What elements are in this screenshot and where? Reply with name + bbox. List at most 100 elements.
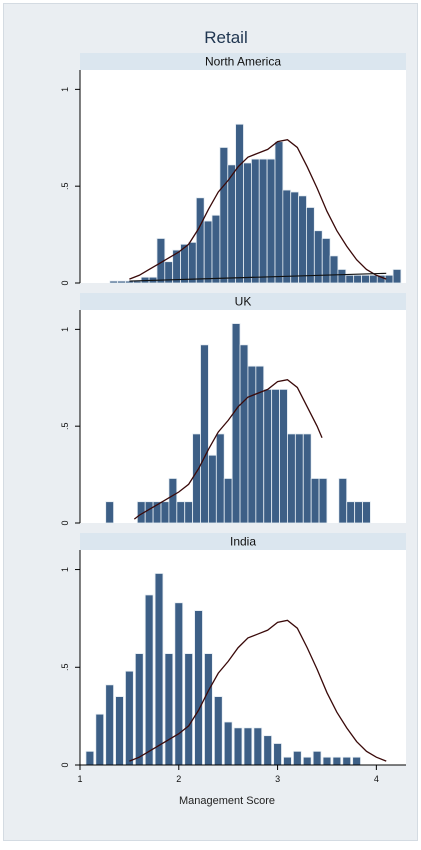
histogram-bar bbox=[223, 721, 233, 766]
plot-area bbox=[80, 550, 406, 765]
histogram-bar bbox=[384, 274, 394, 284]
y-tick-label: 0 bbox=[60, 762, 70, 767]
histogram-bar bbox=[144, 501, 154, 524]
histogram-bar bbox=[392, 269, 402, 284]
histogram-bar bbox=[219, 147, 229, 284]
histogram-bar bbox=[361, 274, 370, 284]
histogram-bar bbox=[263, 735, 273, 766]
histogram-bar bbox=[345, 274, 355, 284]
histogram-bar bbox=[251, 158, 260, 284]
chart-title: Retail bbox=[204, 28, 247, 47]
histogram-bar bbox=[312, 750, 322, 766]
histogram-bar bbox=[346, 501, 356, 524]
histogram-bar bbox=[164, 653, 174, 766]
histogram-bar bbox=[279, 388, 288, 524]
histogram-bar bbox=[273, 743, 282, 766]
histogram-bar bbox=[223, 478, 233, 524]
histogram-bar bbox=[243, 162, 252, 284]
x-tick-label: 1 bbox=[77, 774, 82, 784]
histogram-bar bbox=[95, 713, 105, 766]
histogram-bar bbox=[227, 164, 237, 284]
histogram-bar bbox=[203, 220, 213, 284]
trend-line bbox=[129, 272, 387, 282]
x-axis-label: Management Score bbox=[179, 795, 275, 807]
histogram-bar bbox=[337, 269, 347, 284]
histogram-bar bbox=[290, 191, 300, 284]
histogram-bar bbox=[184, 501, 193, 524]
histogram-bar bbox=[115, 696, 124, 766]
outer-border-line bbox=[3, 3, 418, 841]
histogram-bar bbox=[302, 756, 312, 766]
histogram-bar bbox=[342, 756, 352, 766]
histogram-bar bbox=[231, 323, 241, 524]
histogram-bar bbox=[292, 750, 302, 766]
panel-header-label: UK bbox=[235, 295, 252, 309]
histogram-bar bbox=[362, 501, 371, 524]
histogram-bar bbox=[176, 501, 186, 524]
panel-header-label: North America bbox=[205, 55, 281, 69]
histogram-bar bbox=[134, 653, 144, 766]
histogram-bar bbox=[204, 653, 213, 766]
histogram-bar bbox=[208, 454, 217, 524]
panel-header bbox=[80, 53, 406, 70]
panels-group: North America 0 .5 1 UK 0 .5 1 India 0 .5 1 1 2 3 4 bbox=[60, 53, 406, 784]
y-tick-label: .5 bbox=[60, 664, 70, 672]
histogram-bar bbox=[144, 594, 154, 766]
histogram-bar bbox=[194, 610, 203, 766]
histogram-bar bbox=[266, 158, 276, 284]
histogram-bar bbox=[192, 433, 201, 524]
histogram-bar bbox=[282, 189, 292, 284]
histogram-bar bbox=[85, 750, 95, 766]
histogram-bar bbox=[263, 388, 273, 524]
histogram-bar bbox=[117, 280, 126, 284]
histogram-bar bbox=[200, 344, 209, 524]
histogram-bar bbox=[322, 756, 332, 766]
histogram-bar bbox=[243, 727, 253, 766]
histogram-bar bbox=[352, 756, 361, 766]
histogram-bar bbox=[283, 756, 292, 766]
histogram-bar bbox=[105, 684, 114, 766]
histogram-bar bbox=[211, 214, 221, 284]
y-tick-label: 0 bbox=[60, 520, 70, 525]
histogram-bar bbox=[271, 388, 280, 524]
histogram-bar bbox=[154, 573, 164, 766]
histogram-bar bbox=[287, 433, 296, 524]
kde-line bbox=[133, 379, 323, 520]
histogram-bar bbox=[239, 344, 249, 524]
histogram-bar bbox=[215, 433, 225, 524]
histogram-bar bbox=[160, 501, 170, 524]
histogram-bar bbox=[302, 433, 312, 524]
histogram-bar bbox=[255, 365, 265, 524]
y-tick-label: .5 bbox=[60, 182, 70, 190]
y-tick-label: 1 bbox=[60, 87, 70, 92]
histogram-bar bbox=[258, 158, 268, 284]
histogram-bar bbox=[233, 727, 243, 766]
histogram-bar bbox=[105, 501, 114, 524]
panel-header bbox=[80, 293, 406, 310]
panel-header bbox=[80, 533, 406, 550]
kde-line bbox=[129, 619, 387, 762]
histogram-bar bbox=[109, 280, 119, 284]
y-tick-label: 1 bbox=[60, 327, 70, 332]
x-tick-label: 2 bbox=[176, 774, 181, 784]
kde-line bbox=[129, 139, 387, 280]
histogram-bar bbox=[187, 241, 197, 284]
histogram-bar bbox=[329, 255, 339, 284]
panel-header-label: India bbox=[230, 535, 256, 549]
histogram-bar bbox=[195, 197, 205, 284]
histogram-bar bbox=[235, 123, 244, 284]
histogram-bar bbox=[247, 365, 257, 524]
histogram-bar bbox=[310, 478, 320, 524]
histogram-bar bbox=[321, 238, 331, 284]
histogram-bar bbox=[274, 141, 284, 284]
histogram-bar bbox=[332, 756, 342, 766]
histogram-bar bbox=[353, 274, 362, 284]
histogram-bar bbox=[338, 478, 348, 524]
histogram-bar bbox=[298, 195, 307, 284]
x-tick-label: 3 bbox=[275, 774, 280, 784]
histogram-bar bbox=[184, 653, 193, 766]
histogram-bar bbox=[125, 670, 134, 766]
histogram-bar bbox=[318, 478, 328, 524]
